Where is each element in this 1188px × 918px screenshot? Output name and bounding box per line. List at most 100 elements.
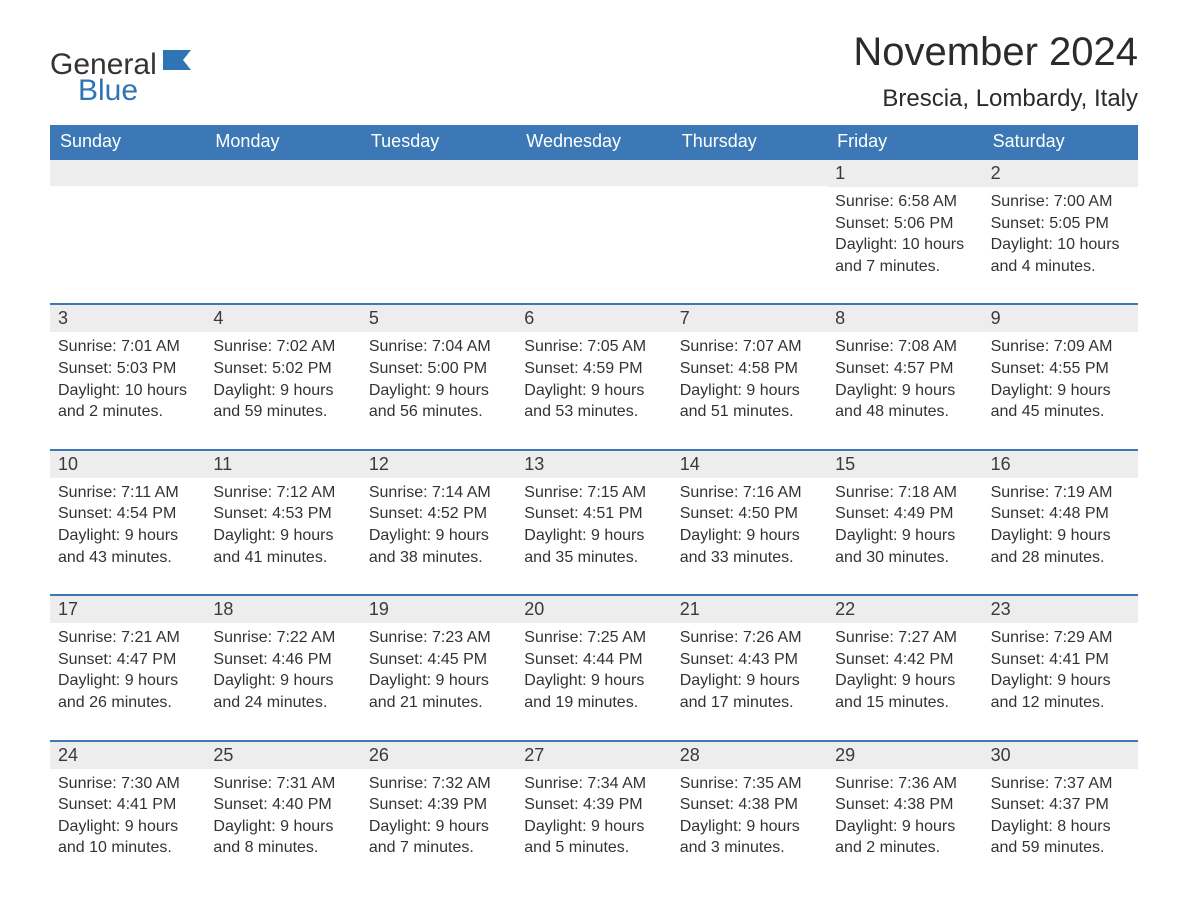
sunrise-text: Sunrise: 7:12 AM [213, 482, 352, 504]
sunset-text: Sunset: 4:52 PM [369, 503, 508, 525]
day-of-week-header: SundayMondayTuesdayWednesdayThursdayFrid… [50, 125, 1138, 158]
day-number: 11 [205, 451, 360, 478]
daylight-text: Daylight: 9 hours and 51 minutes. [680, 380, 819, 423]
week-row: 1Sunrise: 6:58 AMSunset: 5:06 PMDaylight… [50, 158, 1138, 277]
day-cell: 22Sunrise: 7:27 AMSunset: 4:42 PMDayligh… [827, 596, 982, 713]
day-cell: 3Sunrise: 7:01 AMSunset: 5:03 PMDaylight… [50, 305, 205, 422]
sunset-text: Sunset: 4:45 PM [369, 649, 508, 671]
day-cell: 1Sunrise: 6:58 AMSunset: 5:06 PMDaylight… [827, 160, 982, 277]
day-number: 23 [983, 596, 1138, 623]
header: General Blue November 2024 Brescia, Lomb… [50, 30, 1138, 113]
day-number: 27 [516, 742, 671, 769]
day-number: 1 [827, 160, 982, 187]
day-body [361, 186, 516, 276]
dow-cell: Thursday [672, 125, 827, 158]
sunrise-text: Sunrise: 7:32 AM [369, 773, 508, 795]
daylight-text: Daylight: 9 hours and 30 minutes. [835, 525, 974, 568]
day-cell: 6Sunrise: 7:05 AMSunset: 4:59 PMDaylight… [516, 305, 671, 422]
daylight-text: Daylight: 9 hours and 21 minutes. [369, 670, 508, 713]
day-number: 19 [361, 596, 516, 623]
sunset-text: Sunset: 4:39 PM [524, 794, 663, 816]
day-cell [50, 160, 205, 277]
title-block: November 2024 Brescia, Lombardy, Italy [853, 30, 1138, 113]
day-number: 21 [672, 596, 827, 623]
sunset-text: Sunset: 5:03 PM [58, 358, 197, 380]
sunrise-text: Sunrise: 7:09 AM [991, 336, 1130, 358]
day-body: Sunrise: 7:22 AMSunset: 4:46 PMDaylight:… [205, 623, 360, 713]
sunrise-text: Sunrise: 7:19 AM [991, 482, 1130, 504]
sunrise-text: Sunrise: 7:37 AM [991, 773, 1130, 795]
dow-cell: Saturday [983, 125, 1138, 158]
day-cell: 30Sunrise: 7:37 AMSunset: 4:37 PMDayligh… [983, 742, 1138, 859]
daylight-text: Daylight: 9 hours and 10 minutes. [58, 816, 197, 859]
sunrise-text: Sunrise: 7:16 AM [680, 482, 819, 504]
sunrise-text: Sunrise: 7:23 AM [369, 627, 508, 649]
sunrise-text: Sunrise: 7:21 AM [58, 627, 197, 649]
day-number: 6 [516, 305, 671, 332]
day-body: Sunrise: 7:07 AMSunset: 4:58 PMDaylight:… [672, 332, 827, 422]
sunset-text: Sunset: 4:53 PM [213, 503, 352, 525]
day-body: Sunrise: 7:31 AMSunset: 4:40 PMDaylight:… [205, 769, 360, 859]
day-body: Sunrise: 7:12 AMSunset: 4:53 PMDaylight:… [205, 478, 360, 568]
day-cell: 27Sunrise: 7:34 AMSunset: 4:39 PMDayligh… [516, 742, 671, 859]
day-body: Sunrise: 7:18 AMSunset: 4:49 PMDaylight:… [827, 478, 982, 568]
page-title: November 2024 [853, 30, 1138, 75]
day-cell: 18Sunrise: 7:22 AMSunset: 4:46 PMDayligh… [205, 596, 360, 713]
dow-cell: Monday [205, 125, 360, 158]
sunset-text: Sunset: 4:43 PM [680, 649, 819, 671]
daylight-text: Daylight: 9 hours and 24 minutes. [213, 670, 352, 713]
day-cell: 17Sunrise: 7:21 AMSunset: 4:47 PMDayligh… [50, 596, 205, 713]
sunrise-text: Sunrise: 7:26 AM [680, 627, 819, 649]
day-cell: 28Sunrise: 7:35 AMSunset: 4:38 PMDayligh… [672, 742, 827, 859]
daylight-text: Daylight: 9 hours and 53 minutes. [524, 380, 663, 423]
sunset-text: Sunset: 5:00 PM [369, 358, 508, 380]
daylight-text: Daylight: 8 hours and 59 minutes. [991, 816, 1130, 859]
sunrise-text: Sunrise: 7:25 AM [524, 627, 663, 649]
sunrise-text: Sunrise: 7:14 AM [369, 482, 508, 504]
sunset-text: Sunset: 4:50 PM [680, 503, 819, 525]
day-cell: 8Sunrise: 7:08 AMSunset: 4:57 PMDaylight… [827, 305, 982, 422]
day-number: 18 [205, 596, 360, 623]
day-number: 28 [672, 742, 827, 769]
week-row: 24Sunrise: 7:30 AMSunset: 4:41 PMDayligh… [50, 740, 1138, 859]
sunrise-text: Sunrise: 7:01 AM [58, 336, 197, 358]
day-number [672, 160, 827, 186]
daylight-text: Daylight: 9 hours and 5 minutes. [524, 816, 663, 859]
day-body: Sunrise: 7:11 AMSunset: 4:54 PMDaylight:… [50, 478, 205, 568]
daylight-text: Daylight: 9 hours and 48 minutes. [835, 380, 974, 423]
day-number: 4 [205, 305, 360, 332]
sunset-text: Sunset: 4:58 PM [680, 358, 819, 380]
day-body: Sunrise: 7:04 AMSunset: 5:00 PMDaylight:… [361, 332, 516, 422]
day-cell: 13Sunrise: 7:15 AMSunset: 4:51 PMDayligh… [516, 451, 671, 568]
day-body [50, 186, 205, 276]
day-cell: 20Sunrise: 7:25 AMSunset: 4:44 PMDayligh… [516, 596, 671, 713]
sunset-text: Sunset: 4:48 PM [991, 503, 1130, 525]
day-number [205, 160, 360, 186]
sunrise-text: Sunrise: 7:18 AM [835, 482, 974, 504]
day-number: 12 [361, 451, 516, 478]
daylight-text: Daylight: 9 hours and 28 minutes. [991, 525, 1130, 568]
sunset-text: Sunset: 4:41 PM [991, 649, 1130, 671]
day-number: 14 [672, 451, 827, 478]
day-number: 29 [827, 742, 982, 769]
day-cell: 23Sunrise: 7:29 AMSunset: 4:41 PMDayligh… [983, 596, 1138, 713]
day-cell: 9Sunrise: 7:09 AMSunset: 4:55 PMDaylight… [983, 305, 1138, 422]
day-body: Sunrise: 7:32 AMSunset: 4:39 PMDaylight:… [361, 769, 516, 859]
daylight-text: Daylight: 10 hours and 4 minutes. [991, 234, 1130, 277]
daylight-text: Daylight: 9 hours and 35 minutes. [524, 525, 663, 568]
day-cell [672, 160, 827, 277]
day-number: 20 [516, 596, 671, 623]
sunrise-text: Sunrise: 7:35 AM [680, 773, 819, 795]
daylight-text: Daylight: 9 hours and 2 minutes. [835, 816, 974, 859]
sunset-text: Sunset: 5:02 PM [213, 358, 352, 380]
day-cell: 4Sunrise: 7:02 AMSunset: 5:02 PMDaylight… [205, 305, 360, 422]
day-body: Sunrise: 6:58 AMSunset: 5:06 PMDaylight:… [827, 187, 982, 277]
day-cell: 7Sunrise: 7:07 AMSunset: 4:58 PMDaylight… [672, 305, 827, 422]
day-cell: 25Sunrise: 7:31 AMSunset: 4:40 PMDayligh… [205, 742, 360, 859]
sunset-text: Sunset: 4:37 PM [991, 794, 1130, 816]
day-cell [205, 160, 360, 277]
sunset-text: Sunset: 4:54 PM [58, 503, 197, 525]
sunset-text: Sunset: 4:38 PM [835, 794, 974, 816]
flag-icon [163, 50, 191, 75]
sunrise-text: Sunrise: 7:02 AM [213, 336, 352, 358]
